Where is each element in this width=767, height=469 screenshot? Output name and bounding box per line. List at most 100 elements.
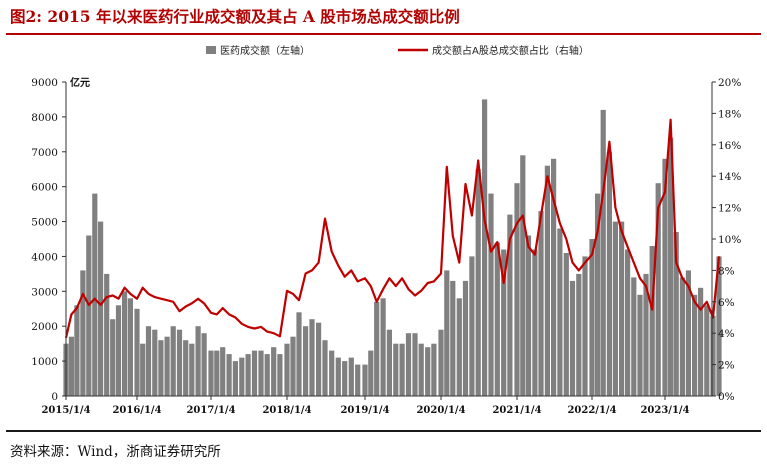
y-left-tick-label: 0 xyxy=(51,391,58,403)
bar-mark xyxy=(576,273,582,396)
bar-mark xyxy=(239,357,245,396)
bar-mark xyxy=(386,329,392,396)
legend: 医药成交额（左轴） 成交额占A股总成交额占比（右轴） xyxy=(206,44,589,57)
bar-mark xyxy=(122,291,128,396)
bar-mark xyxy=(183,340,189,396)
bar-mark xyxy=(86,235,92,396)
bar-mark xyxy=(619,221,625,396)
bar-mark xyxy=(110,319,116,396)
bar-mark xyxy=(271,347,277,396)
y-right-tick-label: 18% xyxy=(718,108,741,120)
bar-series xyxy=(63,99,722,397)
bar-mark xyxy=(501,249,507,396)
bar-mark xyxy=(380,298,386,396)
legend-line-label: 成交额占A股总成交额占比（右轴） xyxy=(432,44,589,57)
bar-mark xyxy=(226,354,232,396)
bar-mark xyxy=(538,211,544,396)
bar-mark xyxy=(176,329,183,396)
bar-mark xyxy=(115,305,122,396)
bar-mark xyxy=(284,343,290,396)
bar-mark xyxy=(673,232,679,396)
bar-mark xyxy=(393,343,399,396)
bar-mark xyxy=(405,333,412,396)
line-series-layer xyxy=(64,118,721,339)
bar-mark xyxy=(208,350,214,396)
bar-mark xyxy=(462,280,469,396)
bar-mark xyxy=(152,329,158,396)
bar-mark xyxy=(698,287,704,396)
x-tick-label: 2022/1/4 xyxy=(567,405,616,416)
bar-mark xyxy=(716,256,722,396)
bar-mark xyxy=(600,109,606,397)
bar-mark xyxy=(342,361,348,396)
bar-mark xyxy=(258,350,264,396)
bar-mark xyxy=(438,329,444,396)
bar-mark xyxy=(685,270,691,396)
bar-mark xyxy=(412,333,418,396)
bar-mark xyxy=(631,277,637,396)
x-tick-label: 2020/1/4 xyxy=(416,405,465,416)
bar-mark xyxy=(649,246,655,396)
x-tick-label: 2023/1/4 xyxy=(640,405,689,416)
bar-mark xyxy=(74,305,80,396)
bar-mark xyxy=(425,347,431,396)
bar-mark xyxy=(532,249,538,396)
bar-mark xyxy=(625,249,631,396)
y-right-tick-label: 20% xyxy=(718,77,741,89)
x-tick-label: 2021/1/4 xyxy=(492,405,541,416)
bar-mark xyxy=(557,228,563,396)
bar-mark xyxy=(134,308,140,396)
legend-bar-swatch xyxy=(206,46,216,54)
y-right-tick-label: 8% xyxy=(718,265,735,277)
bar-mark xyxy=(551,158,557,396)
source-rule xyxy=(6,430,761,432)
bar-mark xyxy=(362,364,368,396)
y-left-tick-label: 7000 xyxy=(31,147,58,159)
bar-mark xyxy=(582,256,588,396)
x-tick-label: 2017/1/4 xyxy=(186,405,235,416)
y-left-tick-label: 2000 xyxy=(31,321,58,333)
bar-mark xyxy=(368,350,374,396)
bar-mark xyxy=(220,347,226,396)
bar-mark xyxy=(469,256,475,396)
bar-mark xyxy=(348,357,354,396)
legend-bar-label: 医药成交额（左轴） xyxy=(220,44,310,57)
bar-mark xyxy=(98,221,104,396)
bar-mark xyxy=(322,340,328,396)
bar-mark xyxy=(329,350,335,396)
bar-mark xyxy=(569,280,576,396)
bar-mark xyxy=(232,361,238,396)
bar-mark xyxy=(563,253,569,396)
bar-mark xyxy=(662,158,668,396)
y-left-tick-label: 8000 xyxy=(31,112,58,124)
bar-mark xyxy=(355,364,361,396)
bar-mark xyxy=(482,99,488,397)
figure-title: 图2: 2015 年以来医药行业成交额及其占 A 股市场总成交额比例 xyxy=(10,7,460,26)
bar-mark xyxy=(520,155,526,396)
y-right-tick-label: 16% xyxy=(718,140,741,152)
bar-mark xyxy=(494,242,500,396)
y-right-tick-label: 6% xyxy=(718,297,735,309)
ratio-line xyxy=(64,118,721,339)
bar-mark xyxy=(277,354,283,396)
bar-mark xyxy=(595,193,601,396)
bar-mark xyxy=(612,221,618,396)
bar-mark xyxy=(637,294,643,396)
x-tick-label: 2019/1/4 xyxy=(340,405,389,416)
bar-mark xyxy=(488,193,494,396)
x-tick-label: 2015/1/4 xyxy=(41,405,90,416)
y-left-tick-label: 1000 xyxy=(31,356,58,368)
x-tick-label: 2018/1/4 xyxy=(262,405,311,416)
bar-mark xyxy=(214,350,220,396)
bar-mark xyxy=(170,326,176,396)
y-left-unit-label: 亿元 xyxy=(70,76,90,89)
y-left-tick-label: 5000 xyxy=(31,217,58,229)
bar-mark xyxy=(309,319,315,396)
bar-mark xyxy=(374,301,380,396)
bar-mark xyxy=(296,312,302,396)
bar-mark xyxy=(201,333,207,396)
bar-mark xyxy=(655,183,661,396)
bar-mark xyxy=(68,336,74,396)
bar-mark xyxy=(303,326,309,396)
chart: 0 1000 2000 3000 4000 5000 6000 7000 8000 9000 0% 2… xyxy=(31,44,741,416)
